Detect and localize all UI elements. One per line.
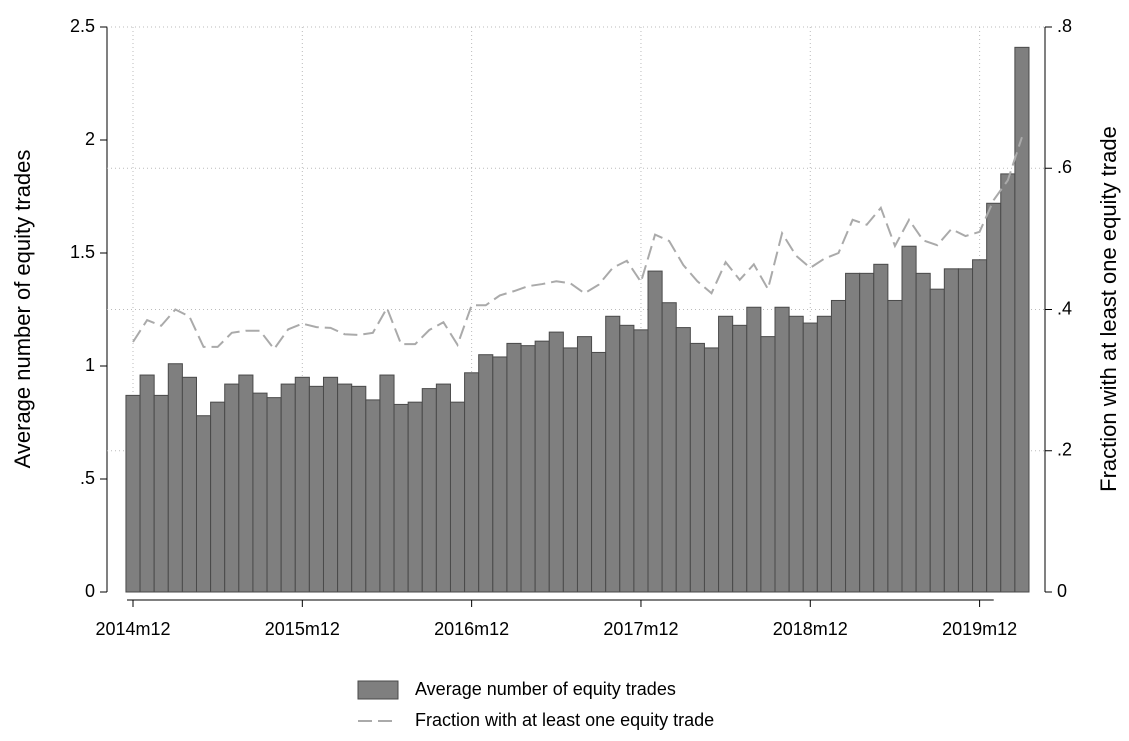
y-tick-label: .5 xyxy=(80,468,95,488)
bar xyxy=(605,315,621,593)
y2-tick-label: .6 xyxy=(1057,157,1072,177)
bar xyxy=(901,245,917,593)
bar xyxy=(139,374,155,593)
bar xyxy=(280,383,296,593)
bar xyxy=(492,356,508,593)
bar xyxy=(760,336,776,593)
legend-label: Average number of equity trades xyxy=(415,679,676,699)
bar xyxy=(167,363,183,593)
bar xyxy=(802,322,818,593)
bar xyxy=(1000,173,1016,593)
bar xyxy=(746,306,762,593)
y-tick-label: 1.5 xyxy=(70,242,95,262)
bar xyxy=(224,383,240,593)
y-axis-title: Average number of equity trades xyxy=(10,150,35,469)
bar xyxy=(887,299,903,593)
bar xyxy=(435,383,451,593)
bar xyxy=(195,415,212,593)
bar xyxy=(986,202,1002,593)
x-tick-label: 2019m12 xyxy=(942,619,1017,639)
bar xyxy=(689,342,705,593)
bar xyxy=(845,272,861,593)
bar xyxy=(125,394,141,593)
bar xyxy=(506,342,522,593)
bar xyxy=(534,340,550,593)
bar xyxy=(464,372,480,593)
legend-label: Fraction with at least one equity trade xyxy=(415,710,714,730)
bar xyxy=(830,299,847,593)
y-tick-label: 1 xyxy=(85,355,95,375)
bar xyxy=(703,347,720,593)
x-tick-label: 2014m12 xyxy=(95,619,170,639)
bar xyxy=(238,374,254,593)
bar xyxy=(576,336,593,593)
bar xyxy=(266,397,282,593)
bar xyxy=(548,331,564,593)
bar xyxy=(675,327,691,593)
bar xyxy=(647,270,663,593)
bar xyxy=(633,329,649,593)
bar xyxy=(788,315,804,593)
bar xyxy=(718,315,734,593)
y2-tick-label: .8 xyxy=(1057,16,1072,36)
bar xyxy=(732,324,748,593)
bar xyxy=(520,345,536,593)
bar xyxy=(873,263,889,593)
bar xyxy=(308,385,324,593)
bar xyxy=(351,385,367,593)
x-tick-label: 2015m12 xyxy=(265,619,340,639)
y2-tick-label: 0 xyxy=(1057,581,1067,601)
x-tick-label: 2016m12 xyxy=(434,619,509,639)
bar xyxy=(661,302,677,593)
y-tick-label: 0 xyxy=(85,581,95,601)
bar xyxy=(1014,46,1030,593)
bar xyxy=(591,351,607,593)
bar xyxy=(957,268,974,593)
y2-axis-title: Fraction with at least one equity trade xyxy=(1096,126,1121,492)
bar xyxy=(449,401,466,593)
bar xyxy=(181,376,197,593)
bar xyxy=(619,324,635,593)
bar xyxy=(294,376,310,593)
bar xyxy=(943,268,959,593)
x-tick-label: 2017m12 xyxy=(603,619,678,639)
y2-tick-label: .4 xyxy=(1057,298,1072,318)
bar xyxy=(774,306,790,593)
bar xyxy=(365,399,381,593)
bar xyxy=(252,392,268,593)
bar xyxy=(322,376,339,593)
bar xyxy=(379,374,395,593)
bar xyxy=(478,354,494,593)
bar xyxy=(407,401,423,593)
bar xyxy=(337,383,353,593)
bar xyxy=(859,272,875,593)
bar xyxy=(210,401,226,593)
bar xyxy=(393,403,409,593)
y-tick-label: 2 xyxy=(85,129,95,149)
legend-swatch xyxy=(357,680,399,700)
bar xyxy=(929,288,945,593)
bar xyxy=(972,259,988,593)
x-tick-label: 2018m12 xyxy=(773,619,848,639)
bar xyxy=(562,347,578,593)
y2-tick-label: .2 xyxy=(1057,440,1072,460)
bar xyxy=(421,388,437,593)
bar xyxy=(153,394,169,593)
y-tick-label: 2.5 xyxy=(70,16,95,36)
bar xyxy=(915,272,931,593)
line xyxy=(132,136,1023,351)
bar xyxy=(816,315,832,593)
